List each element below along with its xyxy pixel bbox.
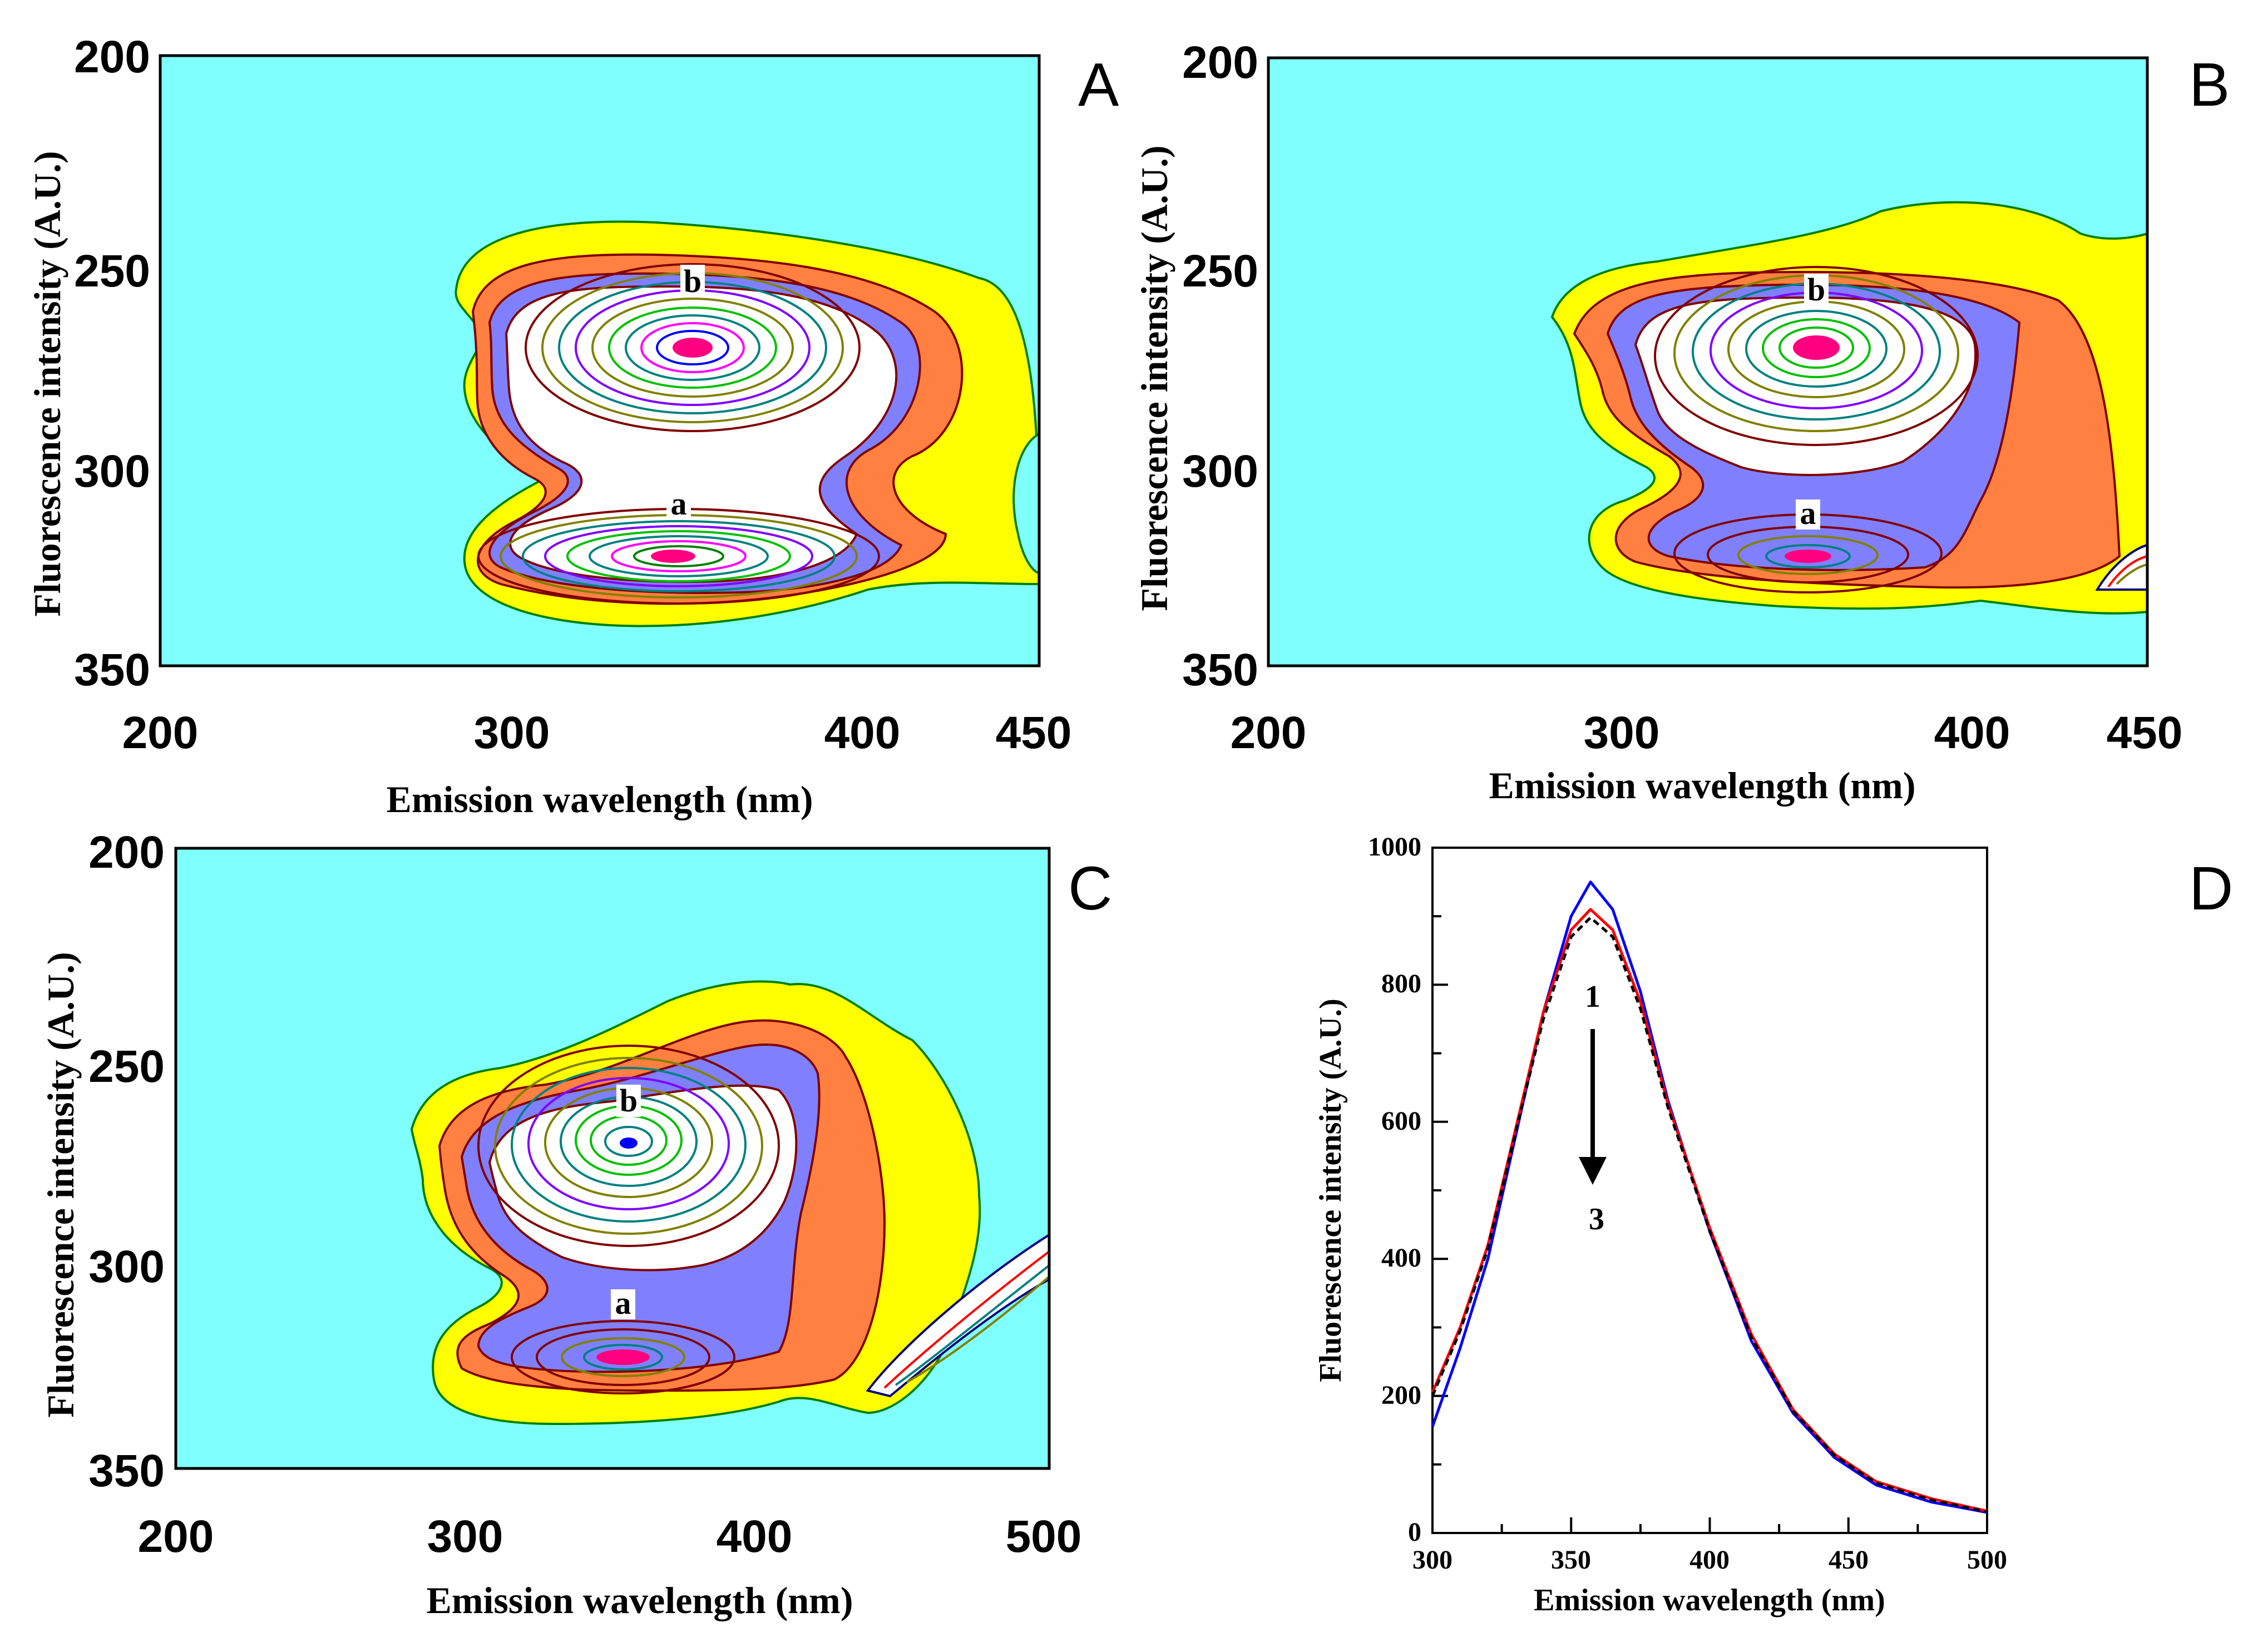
panel-a-ytick: 250 xyxy=(74,246,150,296)
panel-c-ytick: 350 xyxy=(88,1446,165,1496)
panel-d-ytick: 0 xyxy=(1408,1517,1421,1547)
panel-b-yticks: 200 250 300 350 xyxy=(1182,37,1258,695)
panel-a-xtick: 300 xyxy=(474,708,550,758)
panel-c-frame xyxy=(174,847,1051,1470)
panel-a-rings-b xyxy=(525,263,861,432)
panel-c-xticks: 200 300 400 500 xyxy=(138,1511,1082,1562)
panel-d: 0 200 400 600 800 1000 300 350 400 450 5… xyxy=(1313,832,2233,1618)
panel-d-xlabel: Emission wavelength (nm) xyxy=(1534,1583,1885,1618)
panel-a-xticks: 200 300 400 450 xyxy=(122,708,1072,758)
panel-d-frame xyxy=(1431,847,1988,1534)
panel-d-xtick: 500 xyxy=(1967,1545,2007,1575)
panel-a-yticks: 200 250 300 350 xyxy=(74,32,150,695)
panel-d-series-2 xyxy=(1431,908,1988,1513)
panel-a-xtick: 400 xyxy=(824,708,901,758)
panel-d-xtick: 400 xyxy=(1689,1545,1730,1575)
panel-d-ytick-marks xyxy=(1432,847,1448,1534)
panel-d-yticks: 0 200 400 600 800 1000 xyxy=(1368,832,1421,1547)
panel-a-peak-a-center xyxy=(651,550,695,563)
panel-b-ylabel: Fluorescence intensity (A.U.) xyxy=(1133,145,1175,611)
panel-b-ytick: 300 xyxy=(1182,446,1258,497)
panel-c-xlabel: Emission wavelength (nm) xyxy=(427,1579,853,1621)
panel-d-ytick: 600 xyxy=(1381,1106,1421,1136)
panel-a-xlabel: Emission wavelength (nm) xyxy=(387,778,813,820)
panel-c-xtick: 500 xyxy=(1006,1511,1082,1562)
panel-c-streak xyxy=(866,1233,1049,1398)
panel-d-xtick-marks xyxy=(1431,1517,1988,1533)
panel-b-xticks: 200 300 400 450 xyxy=(1231,708,2183,758)
panel-d-ytick: 200 xyxy=(1381,1381,1421,1410)
panel-d-arrow-head xyxy=(1579,1157,1607,1185)
panel-b-ytick: 350 xyxy=(1182,645,1258,695)
panel-a-ytick: 200 xyxy=(74,32,150,82)
panel-b-peak-a-tag xyxy=(1796,499,1820,530)
panel-b-contours xyxy=(1550,201,2147,615)
panel-c: b a C 200 250 300 350 200 300 400 500 Em… xyxy=(39,827,1112,1621)
panel-d-arrow xyxy=(1579,1029,1607,1185)
panel-b-xtick: 200 xyxy=(1231,708,1307,758)
panel-c-peak-a-center xyxy=(596,1349,650,1365)
panel-c-rings-a xyxy=(511,1320,735,1394)
panel-b-peak-b-tag xyxy=(1804,274,1829,306)
panel-d-series-3 xyxy=(1431,916,1988,1513)
panel-a-ytick: 350 xyxy=(74,645,150,695)
panel-c-contours xyxy=(410,980,1049,1426)
panel-b-peak-b-label: b xyxy=(1807,271,1825,308)
panel-c-peak-a-label: a xyxy=(615,1285,631,1321)
panel-c-xtick: 200 xyxy=(138,1511,214,1562)
panel-d-xtick: 300 xyxy=(1412,1545,1452,1575)
panel-d-ytick: 1000 xyxy=(1368,832,1421,862)
panel-a-frame xyxy=(159,54,1041,667)
panel-c-xtick: 300 xyxy=(427,1511,503,1562)
panel-d-arrow-start-label: 1 xyxy=(1585,980,1600,1014)
panel-d-ytick: 400 xyxy=(1381,1243,1421,1273)
panel-b-xtick: 400 xyxy=(1934,708,2010,758)
panel-a-contours xyxy=(454,220,1039,627)
panel-b-peak-b-center xyxy=(1793,335,1840,360)
panel-a: b a A 200 250 300 350 200 300 400 450 Em… xyxy=(26,32,1119,820)
panel-b-frame xyxy=(1267,56,2149,667)
panel-b-xtick: 450 xyxy=(2107,708,2183,758)
panel-a-peak-b-tag xyxy=(680,265,705,297)
panel-b-xlabel: Emission wavelength (nm) xyxy=(1489,764,1916,807)
panel-a-ylabel: Fluorescence intensity (A.U.) xyxy=(26,151,68,616)
panel-c-letter: C xyxy=(1068,854,1112,923)
panel-d-xtick: 450 xyxy=(1829,1545,1869,1575)
panel-d-xtick: 350 xyxy=(1551,1545,1591,1575)
panel-a-peak-a-tag xyxy=(666,489,691,520)
panel-c-xtick: 400 xyxy=(717,1511,793,1562)
panel-b-letter: B xyxy=(2189,51,2230,119)
panel-a-ytick: 300 xyxy=(74,446,150,497)
panel-a-peak-b-label: b xyxy=(684,263,701,299)
panel-d-lines xyxy=(1431,881,1988,1514)
panel-b: b a B 200 250 300 350 200 300 400 450 Em… xyxy=(1133,37,2230,807)
panel-a-xtick: 450 xyxy=(996,708,1072,758)
panel-a-peak-b-center xyxy=(673,338,713,358)
panel-b-ytick: 250 xyxy=(1182,246,1258,296)
panel-d-ytick: 800 xyxy=(1381,969,1421,998)
panel-c-ytick: 250 xyxy=(88,1041,165,1092)
panel-b-peak-a-center xyxy=(1785,550,1831,563)
panel-a-edge-patch xyxy=(1012,432,1039,575)
panel-c-peak-a-tag xyxy=(611,1289,635,1319)
panel-c-peak-b-center xyxy=(620,1137,638,1149)
panel-c-yticks: 200 250 300 350 xyxy=(88,827,165,1496)
panel-d-series-1 xyxy=(1431,881,1988,1514)
panel-b-peak-a-label: a xyxy=(1800,495,1816,531)
panel-a-letter: A xyxy=(1078,51,1119,119)
panel-d-arrow-end-label: 3 xyxy=(1589,1202,1604,1236)
panel-a-peak-a-label: a xyxy=(671,486,687,522)
panel-d-ylabel: Fluorescence intensity (A.U.) xyxy=(1313,998,1348,1382)
panel-a-xtick: 200 xyxy=(122,708,199,758)
panel-c-peak-b-tag xyxy=(616,1085,641,1117)
panel-b-ytick: 200 xyxy=(1182,37,1258,88)
panel-d-xticks: 300 350 400 450 500 xyxy=(1412,1545,2007,1575)
panel-c-ylabel: Fluorescence intensity (A.U.) xyxy=(39,952,82,1417)
panel-b-xtick: 300 xyxy=(1584,708,1660,758)
panel-c-peak-b-label: b xyxy=(620,1082,638,1119)
panel-d-letter: D xyxy=(2189,854,2233,923)
panel-c-ytick: 200 xyxy=(88,827,165,878)
panel-c-ytick: 300 xyxy=(88,1242,165,1292)
